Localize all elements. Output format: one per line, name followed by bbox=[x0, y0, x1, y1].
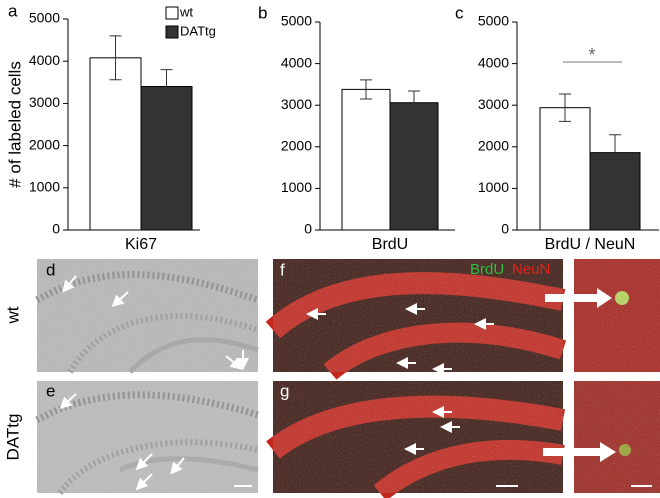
bar bbox=[140, 86, 193, 231]
y-axis-label: # of labeled cells bbox=[5, 61, 24, 188]
panel-letter: b bbox=[258, 3, 267, 22]
y-tick-label: 2000 bbox=[478, 138, 509, 154]
panel-letter: f bbox=[280, 260, 285, 279]
y-tick-label: 1000 bbox=[29, 179, 60, 195]
error-bar bbox=[609, 134, 621, 172]
bar bbox=[341, 88, 391, 231]
y-tick-label: 0 bbox=[304, 221, 312, 237]
error-bar bbox=[160, 69, 173, 104]
micrograph-g bbox=[266, 381, 566, 498]
y-tick-label: 5000 bbox=[281, 13, 312, 29]
stain-label: NeuN bbox=[512, 261, 550, 278]
legend-swatch bbox=[165, 25, 179, 39]
micrograph-d bbox=[35, 259, 260, 374]
y-tick-label: 2000 bbox=[29, 136, 60, 152]
y-tick-label: 1000 bbox=[478, 179, 509, 195]
panel-letter: g bbox=[280, 381, 289, 400]
error-bar bbox=[360, 79, 372, 100]
micrograph-f bbox=[265, 259, 567, 380]
row-label: wt bbox=[3, 306, 22, 324]
error-bar bbox=[109, 35, 122, 81]
x-category-label: BrdU / NeuN bbox=[545, 236, 636, 253]
significance-mark: * bbox=[588, 45, 595, 65]
bar bbox=[389, 102, 439, 231]
x-category-label: Ki67 bbox=[125, 236, 157, 253]
micrograph-e bbox=[35, 381, 260, 495]
error-bar bbox=[559, 93, 571, 122]
legend-label: DATtg bbox=[180, 23, 216, 38]
legend-swatch bbox=[165, 6, 179, 20]
y-tick-label: 3000 bbox=[281, 96, 312, 112]
legend-label: wt bbox=[179, 4, 193, 19]
y-tick-label: 2000 bbox=[281, 138, 312, 154]
y-tick-label: 3000 bbox=[29, 94, 60, 110]
y-tick-label: 5000 bbox=[29, 10, 60, 26]
zoom-bottom bbox=[543, 381, 660, 493]
stain-label: BrdU bbox=[470, 261, 504, 278]
panel-letter: d bbox=[46, 260, 55, 279]
y-tick-label: 4000 bbox=[281, 54, 312, 70]
bar bbox=[539, 107, 591, 231]
y-tick-label: 3000 bbox=[478, 96, 509, 112]
panel-letter: a bbox=[8, 1, 18, 20]
y-tick-label: 0 bbox=[501, 221, 509, 237]
panel-letter: c bbox=[455, 3, 464, 22]
row-label: DATtg bbox=[3, 414, 22, 461]
y-tick-label: 5000 bbox=[478, 13, 509, 29]
panel-letter: e bbox=[46, 381, 55, 400]
y-tick-label: 4000 bbox=[29, 52, 60, 68]
zoom-top bbox=[545, 259, 660, 372]
y-tick-label: 0 bbox=[52, 221, 60, 237]
bar bbox=[89, 57, 142, 231]
error-bar bbox=[408, 90, 420, 115]
y-tick-label: 1000 bbox=[281, 179, 312, 195]
y-tick-label: 4000 bbox=[478, 54, 509, 70]
x-category-label: BrdU bbox=[372, 236, 408, 253]
